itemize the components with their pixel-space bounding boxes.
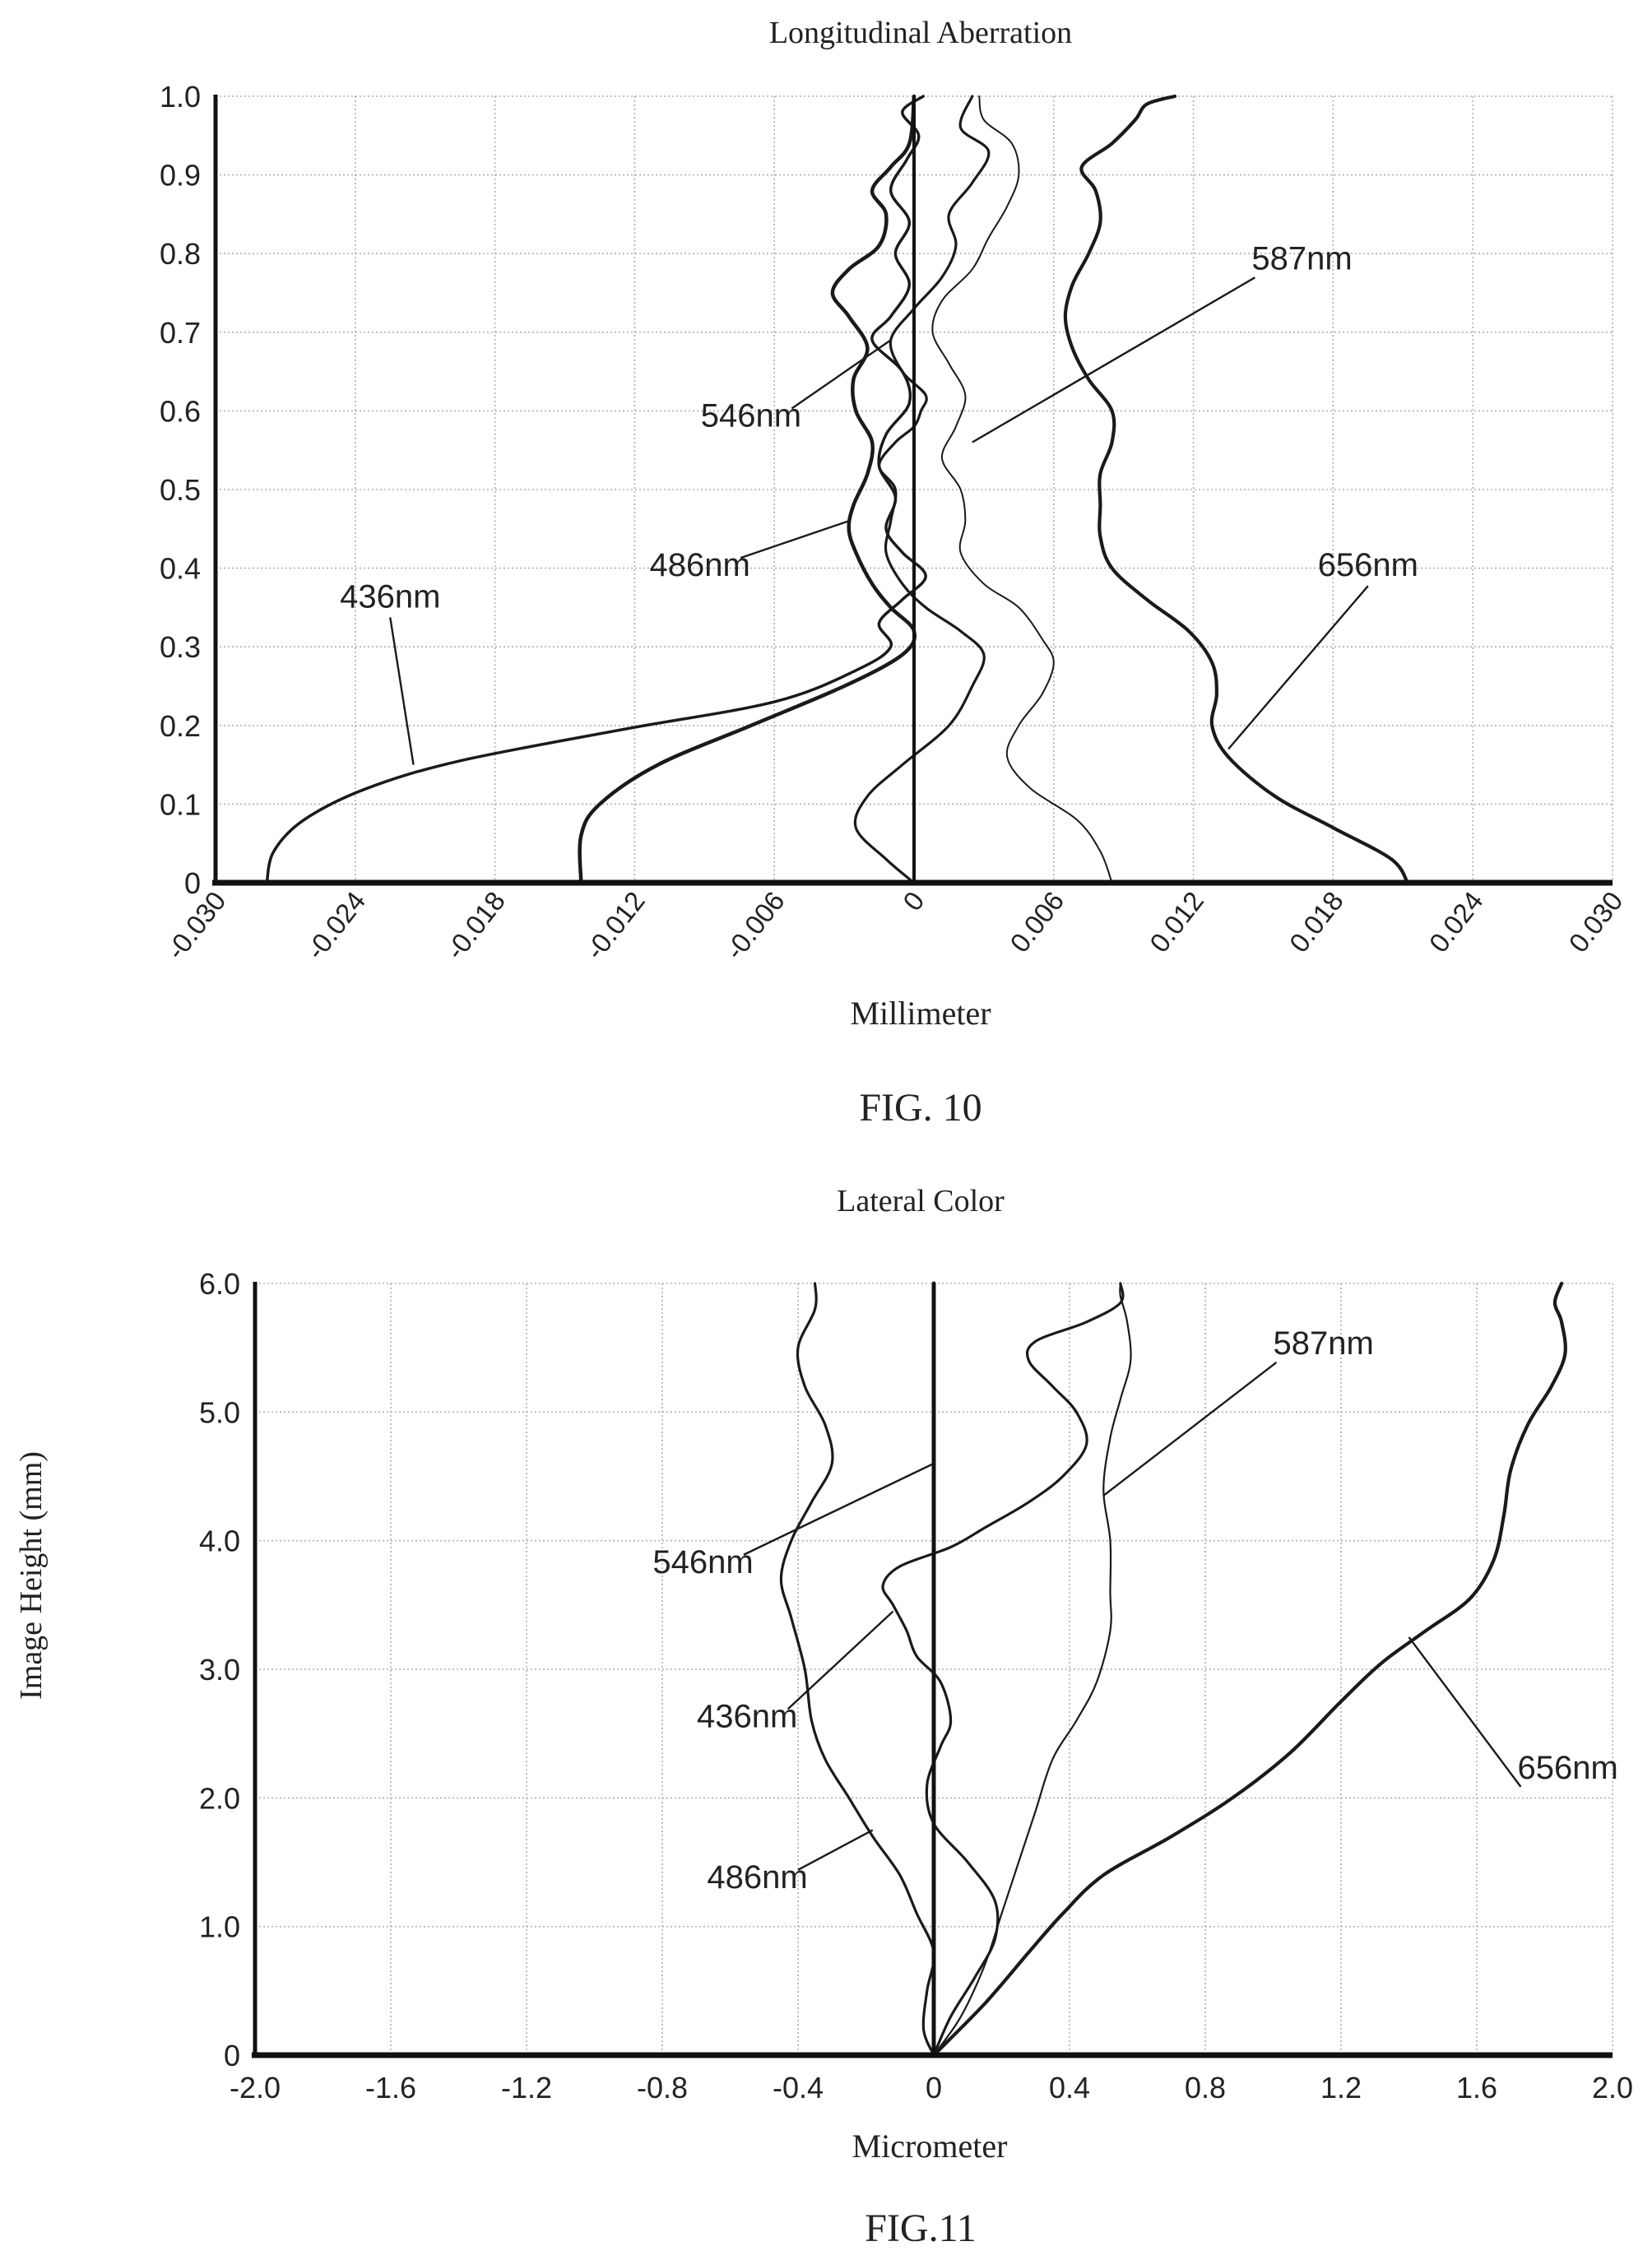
y-tick-label: 0.1 bbox=[160, 787, 201, 821]
annotation-leader-656nm bbox=[1227, 585, 1369, 750]
y-tick-label: 0.7 bbox=[160, 316, 201, 350]
annotation-label-546nm: 546nm bbox=[652, 1544, 753, 1580]
series-line-587nm bbox=[932, 1282, 1132, 2057]
figure-label: FIG.11 bbox=[865, 2207, 977, 2250]
y-tick-label: 0.3 bbox=[160, 630, 201, 664]
y-tick-label: 0.6 bbox=[160, 394, 201, 428]
series-line-486nm bbox=[578, 94, 917, 885]
y-axis-label: Image Height (mm) bbox=[14, 1451, 49, 1700]
x-axis-label: Millimeter bbox=[850, 995, 991, 1032]
annotation-leader-486nm bbox=[797, 1829, 874, 1871]
series-line-656nm bbox=[1063, 94, 1410, 885]
axes bbox=[212, 95, 1613, 886]
lateral-color-chart: Lateral Color Image Height (mm) -2.0 -1.6… bbox=[14, 1184, 1633, 2250]
y-tick-label: 0.2 bbox=[160, 709, 201, 743]
x-tick-label: 1.6 bbox=[1456, 2071, 1497, 2105]
annotation-label-436nm: 436nm bbox=[340, 578, 440, 615]
annotation-label-486nm: 486nm bbox=[707, 1859, 807, 1896]
annotation-label-656nm: 656nm bbox=[1318, 547, 1418, 583]
x-tick-label: 2.0 bbox=[1592, 2071, 1633, 2105]
y-tick-label: 3.0 bbox=[199, 1653, 240, 1687]
x-tick-label: -0.018 bbox=[439, 886, 511, 966]
series-line-436nm bbox=[881, 1282, 1125, 2057]
longitudinal-aberration-chart: Longitudinal Aberration -0.030 -0.024 -0.0… bbox=[160, 16, 1629, 1130]
y-tick-label: 0.5 bbox=[160, 473, 201, 507]
y-tick-label: 0 bbox=[224, 2039, 240, 2072]
annotation-leader-656nm bbox=[1408, 1636, 1522, 1788]
axes bbox=[252, 1282, 1613, 2058]
annotation-label-656nm: 656nm bbox=[1518, 1750, 1618, 1786]
annotation-label-587nm: 587nm bbox=[1251, 240, 1352, 276]
x-tick-label: -1.2 bbox=[501, 2071, 552, 2105]
x-tick-label: -0.012 bbox=[579, 886, 651, 966]
annotation-leader-486nm bbox=[740, 520, 850, 559]
annotation-leader-436nm bbox=[787, 1610, 894, 1710]
figure-label: FIG. 10 bbox=[859, 1086, 981, 1130]
series-line-436nm bbox=[265, 95, 927, 884]
tick-labels: -0.030 -0.024 -0.018 -0.012 -0.006 0 0.006 0.01… bbox=[160, 80, 1629, 965]
annotation-label-546nm: 546nm bbox=[701, 398, 801, 434]
y-tick-label: 0.4 bbox=[160, 552, 201, 586]
annotations: 587nm 546nm 486nm 436nm 656nm bbox=[340, 240, 1418, 765]
y-tick-label: 1.0 bbox=[199, 1910, 240, 1944]
x-tick-label: -1.6 bbox=[365, 2071, 416, 2105]
annotation-leader-587nm bbox=[1102, 1362, 1278, 1497]
chart-title: Lateral Color bbox=[837, 1184, 1005, 1218]
x-tick-label: 0.8 bbox=[1185, 2071, 1226, 2105]
y-tick-label: 0.8 bbox=[160, 237, 201, 271]
x-tick-label: 0.006 bbox=[1004, 886, 1070, 958]
annotation-leader-587nm bbox=[972, 276, 1255, 443]
y-tick-label: 0 bbox=[184, 866, 201, 900]
series-line-486nm bbox=[779, 1282, 935, 2057]
x-tick-label: -0.4 bbox=[773, 2071, 824, 2105]
x-tick-label: 0.012 bbox=[1144, 886, 1209, 958]
y-tick-label: 1.0 bbox=[160, 80, 201, 114]
y-tick-label: 2.0 bbox=[199, 1781, 240, 1815]
annotation-leader-546nm bbox=[791, 339, 892, 410]
x-tick-label: 0.030 bbox=[1563, 886, 1629, 958]
x-tick-label: -0.024 bbox=[300, 886, 372, 966]
y-tick-label: 0.9 bbox=[160, 159, 201, 193]
annotation-label-587nm: 587nm bbox=[1274, 1325, 1374, 1362]
x-tick-label: -0.8 bbox=[637, 2071, 688, 2105]
annotation-label-486nm: 486nm bbox=[649, 547, 749, 583]
x-tick-label: 0.018 bbox=[1283, 886, 1349, 958]
series-layer bbox=[265, 94, 1410, 885]
chart-title: Longitudinal Aberration bbox=[769, 16, 1072, 50]
x-tick-label: 1.2 bbox=[1320, 2071, 1362, 2105]
x-tick-label: -2.0 bbox=[230, 2071, 281, 2105]
annotation-leader-436nm bbox=[389, 617, 415, 765]
series-line-587nm bbox=[931, 95, 1113, 884]
y-tick-label: 5.0 bbox=[199, 1395, 240, 1429]
x-tick-label: 0 bbox=[897, 886, 930, 917]
annotation-leader-546nm bbox=[743, 1462, 935, 1556]
tick-labels: -2.0 -1.6 -1.2 -0.8 -0.4 0 0.4 0.8 1.2 1.6 2.0 0 1.0… bbox=[199, 1267, 1633, 2105]
y-tick-label: 6.0 bbox=[199, 1267, 240, 1301]
grid bbox=[215, 95, 1613, 883]
annotations: 587nm 546nm 436nm 486nm 656nm bbox=[652, 1325, 1617, 1896]
x-tick-label: -0.006 bbox=[719, 886, 791, 966]
x-tick-label: 0.024 bbox=[1423, 886, 1489, 958]
x-axis-label: Micrometer bbox=[852, 2128, 1008, 2165]
x-tick-label: 0.4 bbox=[1049, 2071, 1090, 2105]
annotation-label-436nm: 436nm bbox=[697, 1698, 797, 1734]
x-tick-label: 0 bbox=[926, 2071, 942, 2105]
y-tick-label: 4.0 bbox=[199, 1524, 240, 1558]
series-line-546nm bbox=[853, 95, 991, 884]
series-line-656nm bbox=[931, 1281, 1567, 2058]
